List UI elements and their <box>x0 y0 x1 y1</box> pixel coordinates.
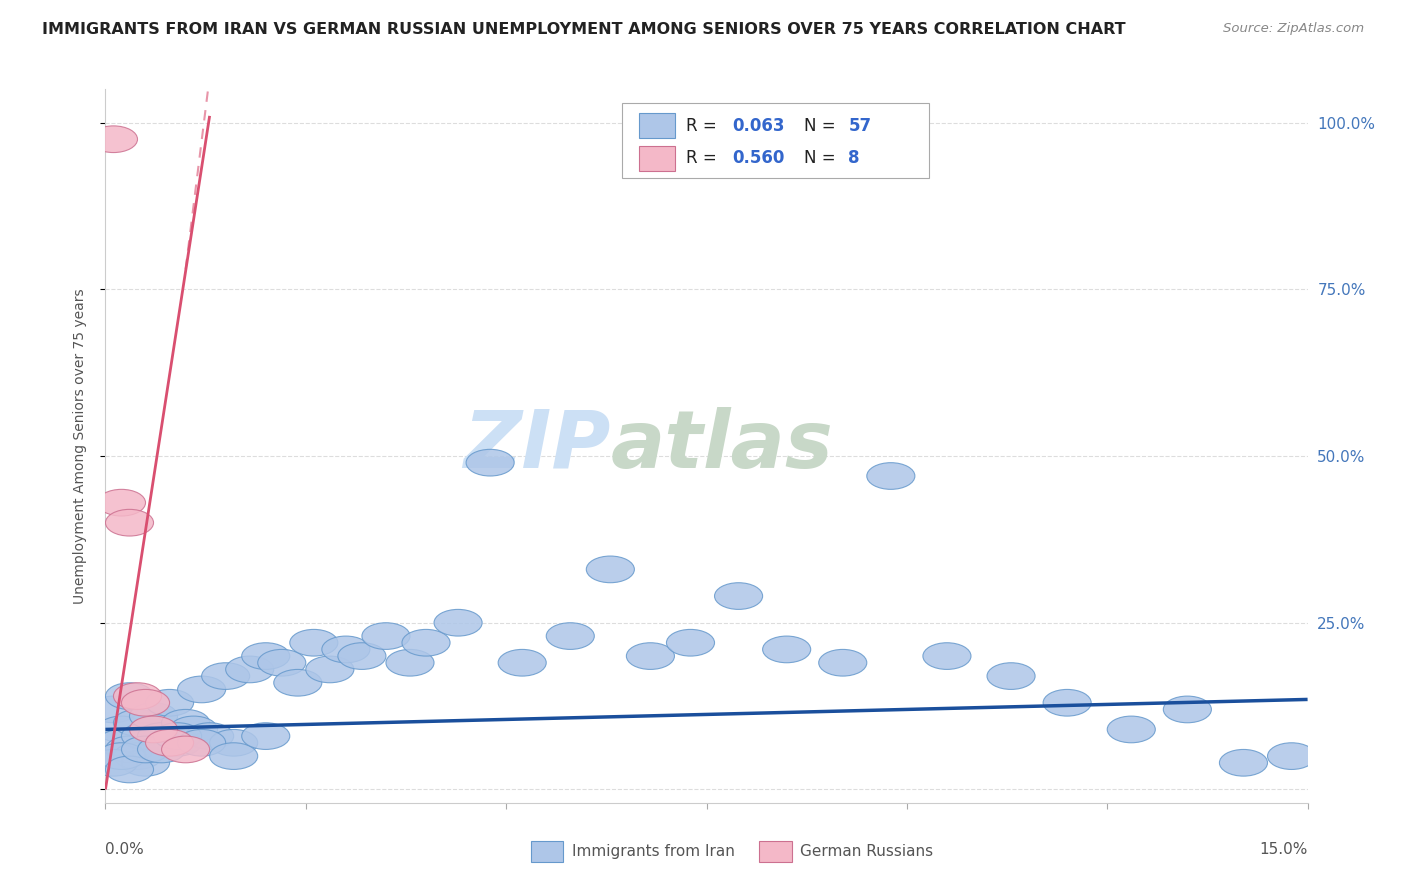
Ellipse shape <box>337 643 385 669</box>
Ellipse shape <box>361 623 411 649</box>
Ellipse shape <box>129 703 177 730</box>
Ellipse shape <box>186 723 233 749</box>
Ellipse shape <box>714 582 762 609</box>
Ellipse shape <box>242 643 290 669</box>
Ellipse shape <box>322 636 370 663</box>
Ellipse shape <box>90 749 138 776</box>
Text: N =: N = <box>804 117 841 135</box>
Ellipse shape <box>467 450 515 476</box>
Ellipse shape <box>114 682 162 709</box>
Text: 0.560: 0.560 <box>731 149 785 167</box>
Ellipse shape <box>105 736 153 763</box>
Ellipse shape <box>987 663 1035 690</box>
Text: 8: 8 <box>848 149 860 167</box>
Ellipse shape <box>242 723 290 749</box>
Ellipse shape <box>209 743 257 770</box>
Ellipse shape <box>138 736 186 763</box>
Ellipse shape <box>121 690 170 716</box>
Text: 57: 57 <box>848 117 872 135</box>
Ellipse shape <box>90 696 138 723</box>
Ellipse shape <box>586 556 634 582</box>
Ellipse shape <box>257 649 307 676</box>
Ellipse shape <box>105 509 153 536</box>
Ellipse shape <box>97 743 146 770</box>
Ellipse shape <box>121 736 170 763</box>
Ellipse shape <box>498 649 546 676</box>
Ellipse shape <box>290 630 337 657</box>
Ellipse shape <box>146 690 194 716</box>
Ellipse shape <box>146 730 194 756</box>
FancyBboxPatch shape <box>640 145 675 170</box>
Ellipse shape <box>1163 696 1212 723</box>
Text: atlas: atlas <box>610 407 834 485</box>
Ellipse shape <box>153 730 201 756</box>
Ellipse shape <box>129 716 177 743</box>
Ellipse shape <box>762 636 811 663</box>
Ellipse shape <box>666 630 714 657</box>
Ellipse shape <box>121 723 170 749</box>
Text: 0.063: 0.063 <box>731 117 785 135</box>
Ellipse shape <box>162 736 209 763</box>
Text: German Russians: German Russians <box>800 844 934 859</box>
Ellipse shape <box>1108 716 1156 743</box>
Ellipse shape <box>114 709 162 736</box>
Ellipse shape <box>1219 749 1268 776</box>
Ellipse shape <box>225 657 274 682</box>
Y-axis label: Unemployment Among Seniors over 75 years: Unemployment Among Seniors over 75 years <box>73 288 87 604</box>
Ellipse shape <box>97 730 146 756</box>
Ellipse shape <box>546 623 595 649</box>
Ellipse shape <box>627 643 675 669</box>
Ellipse shape <box>177 676 225 703</box>
Ellipse shape <box>105 756 153 783</box>
Ellipse shape <box>138 723 186 749</box>
Ellipse shape <box>114 743 162 770</box>
Ellipse shape <box>105 682 153 709</box>
FancyBboxPatch shape <box>531 840 564 862</box>
Ellipse shape <box>97 716 146 743</box>
Ellipse shape <box>1043 690 1091 716</box>
Ellipse shape <box>90 126 138 153</box>
Ellipse shape <box>434 609 482 636</box>
Ellipse shape <box>153 723 201 749</box>
Text: Source: ZipAtlas.com: Source: ZipAtlas.com <box>1223 22 1364 36</box>
Text: 0.0%: 0.0% <box>105 842 145 857</box>
Ellipse shape <box>170 716 218 743</box>
Ellipse shape <box>922 643 972 669</box>
FancyBboxPatch shape <box>640 113 675 138</box>
Text: ZIP: ZIP <box>463 407 610 485</box>
Ellipse shape <box>385 649 434 676</box>
Ellipse shape <box>121 749 170 776</box>
Ellipse shape <box>177 730 225 756</box>
Text: 15.0%: 15.0% <box>1260 842 1308 857</box>
Text: N =: N = <box>804 149 841 167</box>
Ellipse shape <box>209 730 257 756</box>
Ellipse shape <box>818 649 866 676</box>
Text: IMMIGRANTS FROM IRAN VS GERMAN RUSSIAN UNEMPLOYMENT AMONG SENIORS OVER 75 YEARS : IMMIGRANTS FROM IRAN VS GERMAN RUSSIAN U… <box>42 22 1126 37</box>
FancyBboxPatch shape <box>759 840 792 862</box>
Ellipse shape <box>307 657 354 682</box>
Ellipse shape <box>274 669 322 696</box>
Ellipse shape <box>97 490 146 516</box>
Ellipse shape <box>402 630 450 657</box>
Text: R =: R = <box>686 149 723 167</box>
Ellipse shape <box>866 463 915 490</box>
FancyBboxPatch shape <box>623 103 929 178</box>
Ellipse shape <box>201 663 250 690</box>
Ellipse shape <box>1268 743 1316 770</box>
Text: Immigrants from Iran: Immigrants from Iran <box>572 844 735 859</box>
Text: R =: R = <box>686 117 723 135</box>
Ellipse shape <box>162 709 209 736</box>
